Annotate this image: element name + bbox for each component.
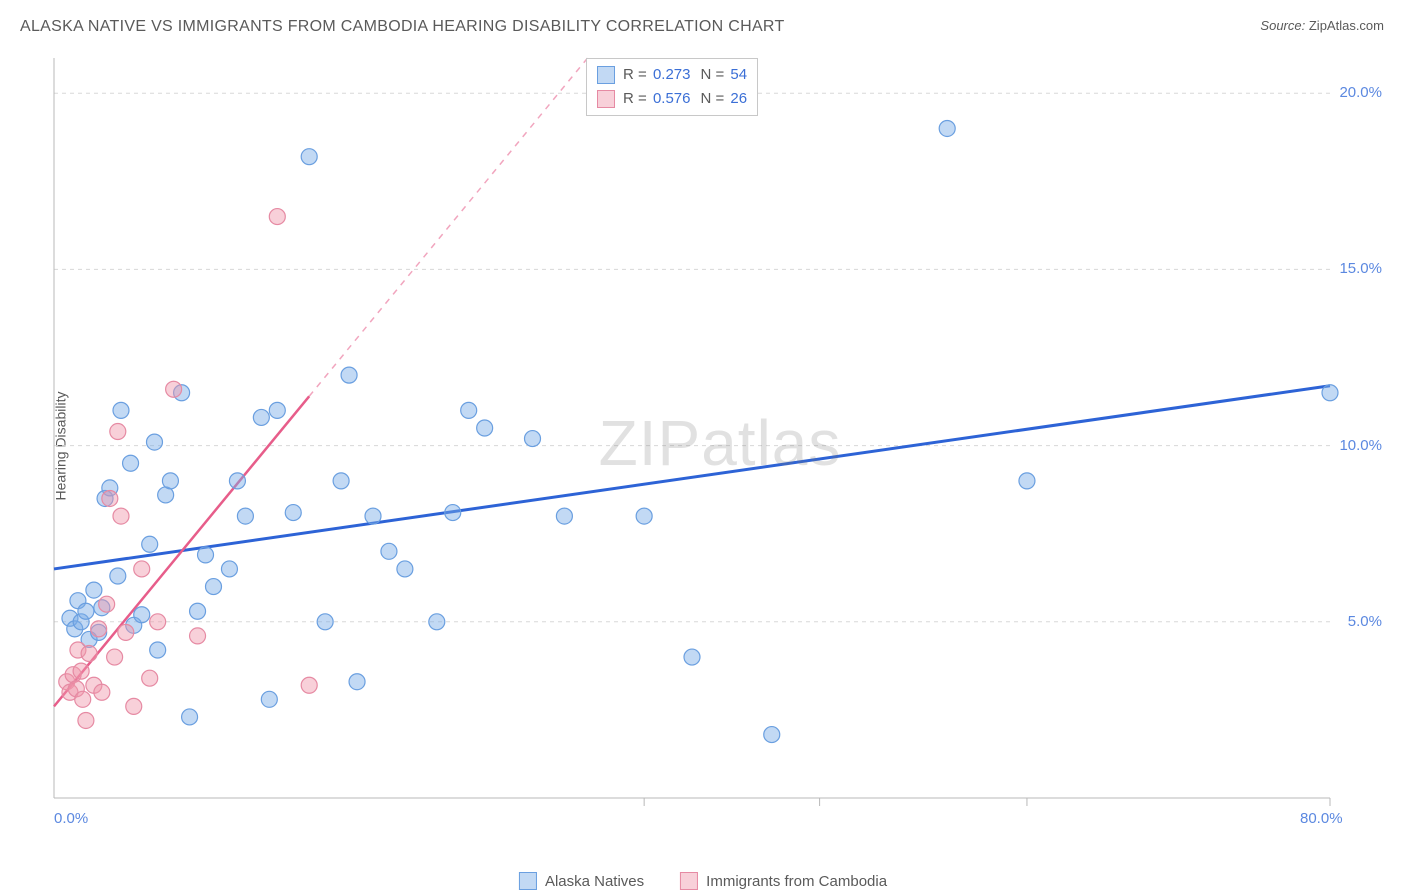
point-alaska	[86, 582, 102, 598]
point-alaska	[285, 505, 301, 521]
legend-label: Immigrants from Cambodia	[706, 873, 887, 890]
point-alaska	[162, 473, 178, 489]
point-cambodia	[150, 614, 166, 630]
point-alaska	[142, 536, 158, 552]
y-tick-label: 15.0%	[1339, 260, 1382, 277]
point-cambodia	[126, 698, 142, 714]
point-alaska	[146, 434, 162, 450]
trend-line-cambodia-dashed	[309, 58, 587, 396]
point-alaska	[123, 455, 139, 471]
point-cambodia	[142, 670, 158, 686]
legend-swatch-alaska	[597, 66, 615, 84]
point-alaska	[381, 543, 397, 559]
point-cambodia	[190, 628, 206, 644]
point-alaska	[190, 603, 206, 619]
point-cambodia	[110, 424, 126, 440]
point-alaska	[134, 607, 150, 623]
point-alaska	[301, 149, 317, 165]
point-alaska	[556, 508, 572, 524]
point-cambodia	[134, 561, 150, 577]
legend-item: Alaska Natives	[519, 872, 644, 890]
point-cambodia	[78, 712, 94, 728]
legend-label: Alaska Natives	[545, 873, 644, 890]
point-alaska	[939, 120, 955, 136]
legend-swatch-cambodia	[597, 90, 615, 108]
source-credit: Source: ZipAtlas.com	[1260, 18, 1384, 33]
point-alaska	[198, 547, 214, 563]
point-alaska	[684, 649, 700, 665]
point-alaska	[397, 561, 413, 577]
legend-swatch	[519, 872, 537, 890]
trend-line-alaska	[54, 386, 1330, 569]
y-tick-label: 10.0%	[1339, 437, 1382, 454]
point-alaska	[182, 709, 198, 725]
y-tick-label: 20.0%	[1339, 84, 1382, 101]
point-cambodia	[73, 663, 89, 679]
source-value: ZipAtlas.com	[1309, 18, 1384, 33]
point-alaska	[221, 561, 237, 577]
point-alaska	[636, 508, 652, 524]
point-alaska	[113, 402, 129, 418]
point-alaska	[429, 614, 445, 630]
point-cambodia	[91, 621, 107, 637]
point-alaska	[477, 420, 493, 436]
scatter-plot-svg	[50, 48, 1390, 838]
point-alaska	[525, 431, 541, 447]
y-tick-label: 5.0%	[1348, 613, 1382, 630]
stat-row-alaska: R = 0.273N = 54	[597, 63, 747, 87]
point-alaska	[764, 727, 780, 743]
point-cambodia	[301, 677, 317, 693]
point-alaska	[269, 402, 285, 418]
point-cambodia	[269, 209, 285, 225]
point-alaska	[150, 642, 166, 658]
point-cambodia	[166, 381, 182, 397]
bottom-legend: Alaska Natives Immigrants from Cambodia	[519, 872, 887, 890]
legend-swatch	[680, 872, 698, 890]
point-alaska	[253, 409, 269, 425]
x-tick-label: 80.0%	[1300, 810, 1343, 827]
point-cambodia	[102, 490, 118, 506]
point-alaska	[445, 505, 461, 521]
point-cambodia	[107, 649, 123, 665]
chart-title: ALASKA NATIVE VS IMMIGRANTS FROM CAMBODI…	[20, 18, 785, 36]
point-cambodia	[75, 691, 91, 707]
correlation-stats-box: R = 0.273N = 54R = 0.576N = 26	[586, 58, 758, 116]
point-alaska	[349, 674, 365, 690]
stat-text: R = 0.273N = 54	[623, 63, 747, 87]
plot-area: ZIPatlas R = 0.273N = 54R = 0.576N = 26 …	[50, 48, 1390, 838]
point-alaska	[317, 614, 333, 630]
x-tick-label: 0.0%	[54, 810, 88, 827]
point-cambodia	[81, 646, 97, 662]
legend-item: Immigrants from Cambodia	[680, 872, 887, 890]
point-alaska	[365, 508, 381, 524]
point-alaska	[206, 579, 222, 595]
point-alaska	[341, 367, 357, 383]
point-cambodia	[99, 596, 115, 612]
point-alaska	[461, 402, 477, 418]
point-alaska	[229, 473, 245, 489]
point-alaska	[261, 691, 277, 707]
point-alaska	[237, 508, 253, 524]
stat-text: R = 0.576N = 26	[623, 87, 747, 111]
point-cambodia	[94, 684, 110, 700]
point-alaska	[1322, 385, 1338, 401]
point-alaska	[1019, 473, 1035, 489]
stat-row-cambodia: R = 0.576N = 26	[597, 87, 747, 111]
source-label: Source:	[1260, 18, 1305, 33]
point-cambodia	[118, 624, 134, 640]
point-alaska	[110, 568, 126, 584]
point-alaska	[78, 603, 94, 619]
point-alaska	[333, 473, 349, 489]
point-cambodia	[113, 508, 129, 524]
